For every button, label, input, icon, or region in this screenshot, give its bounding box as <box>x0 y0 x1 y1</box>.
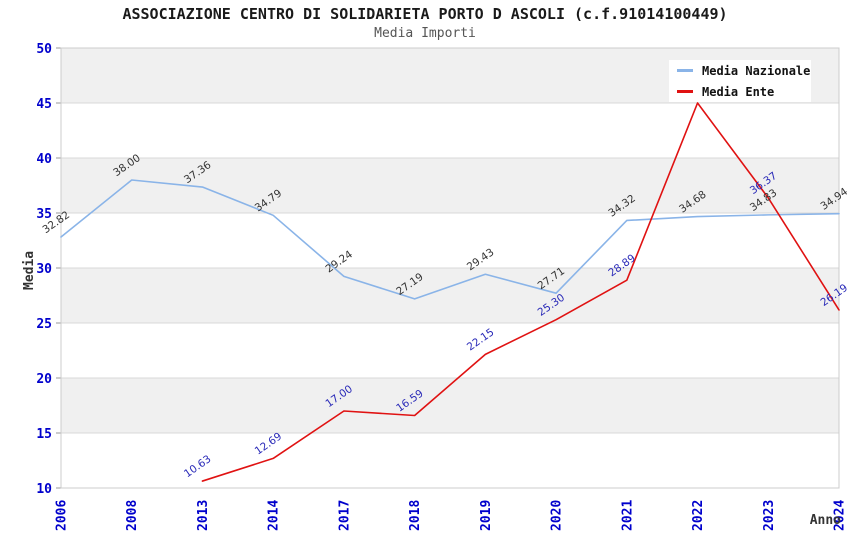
y-tick-label: 40 <box>36 152 52 167</box>
chart-title: ASSOCIAZIONE CENTRO DI SOLIDARIETA PORTO… <box>122 5 728 23</box>
legend-label: Media Nazionale <box>702 63 811 78</box>
plot-band <box>61 103 839 158</box>
chart-subtitle: Media Importi <box>374 26 476 41</box>
plot-band <box>61 213 839 268</box>
series-line-media-nazionale <box>60 179 840 300</box>
x-tick-label: 2006 <box>55 500 70 531</box>
x-tick-label: 2020 <box>550 500 565 531</box>
x-tick-label: 2021 <box>620 500 635 531</box>
x-tick-label: 2008 <box>125 500 140 531</box>
plot-border <box>60 47 840 489</box>
chart-legend: Media Nazionale Media Ente <box>669 60 811 102</box>
y-axis-title: Media <box>22 251 37 290</box>
x-tick-label: 2013 <box>196 500 211 531</box>
x-tick-label: 2019 <box>479 500 494 531</box>
plot-band <box>61 268 839 323</box>
y-tick-label: 20 <box>36 372 52 387</box>
y-tick-label: 50 <box>36 42 52 57</box>
x-tick-label: 2023 <box>762 500 777 531</box>
legend-item-media-ente[interactable]: Media Ente <box>669 83 811 100</box>
y-tick-label: 10 <box>36 482 52 497</box>
y-tick-label: 25 <box>36 317 52 332</box>
x-tick-label: 2014 <box>267 500 282 531</box>
x-axis-title: Anno <box>810 513 841 528</box>
plot-band <box>61 433 839 488</box>
series-line-media-ente <box>201 102 840 482</box>
y-tick-label: 35 <box>36 207 52 222</box>
x-tick-label: 2024 <box>833 500 848 531</box>
nazionale-line-marker-icon <box>677 69 693 72</box>
y-tick-label: 15 <box>36 427 52 442</box>
y-tick-label: 45 <box>36 97 52 112</box>
plot-band <box>61 323 839 378</box>
y-tick-label: 30 <box>36 262 52 277</box>
ente-line-marker-icon <box>677 90 693 93</box>
x-tick-label: 2022 <box>691 500 706 531</box>
x-tick-label: 2018 <box>408 500 423 531</box>
plot-band <box>61 378 839 433</box>
legend-label: Media Ente <box>702 84 775 99</box>
plot-band <box>61 158 839 213</box>
legend-item-media-nazionale[interactable]: Media Nazionale <box>669 62 811 79</box>
x-tick-label: 2017 <box>337 500 352 531</box>
